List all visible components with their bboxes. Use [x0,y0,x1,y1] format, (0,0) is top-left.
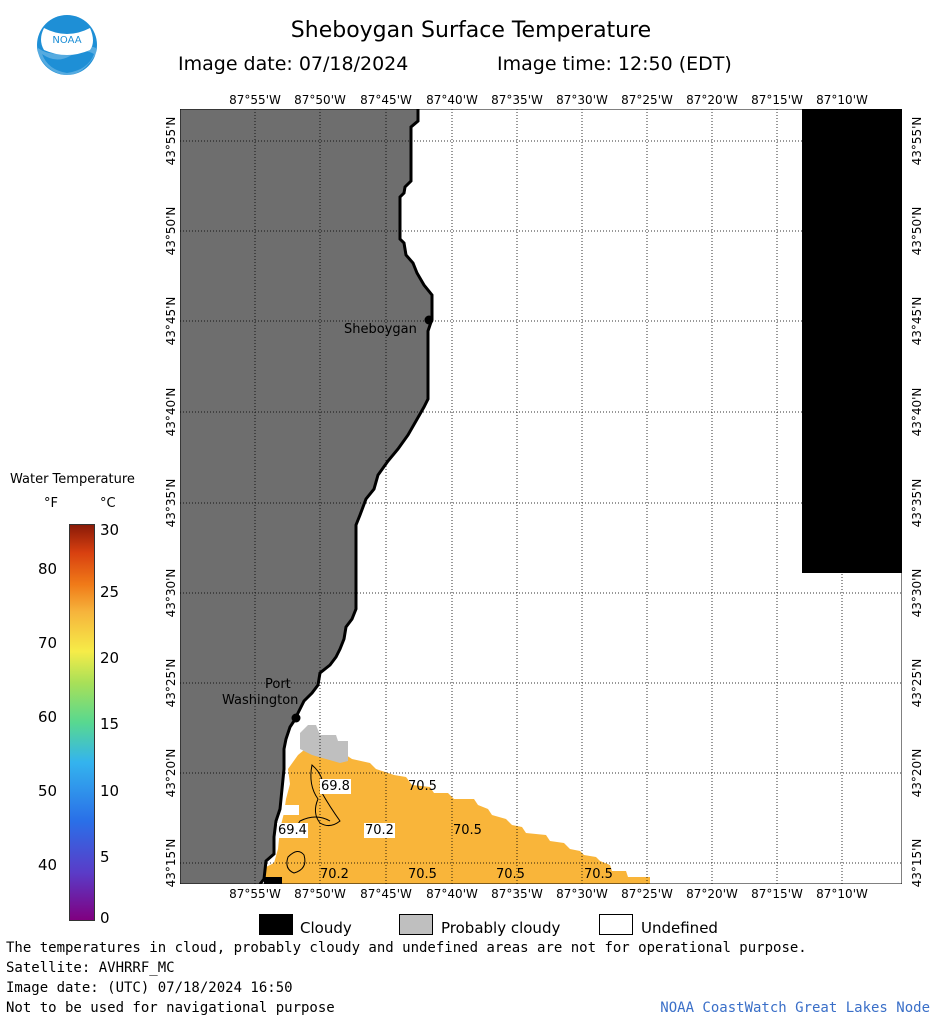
lat-label-right: 43°55'N [910,116,924,166]
tick-f: 60 [38,708,58,726]
cloudy-legend-label: Cloudy [300,919,352,937]
land-area [180,109,432,884]
lon-label-top: 87°25'W [621,93,673,107]
lon-label-top: 87°30'W [556,93,608,107]
lon-label-top: 87°50'W [294,93,346,107]
lon-label-bottom: 87°25'W [621,887,673,901]
temperature-map [180,109,902,884]
tick-c: 0 [100,909,110,927]
cloudy-swatch [259,914,293,935]
lon-label-bottom: 87°15'W [751,887,803,901]
lat-label-right: 43°25'N [910,658,924,708]
lat-label-right: 43°20'N [910,748,924,798]
navigation-warning: Not to be used for navigational purpose [6,1000,335,1016]
credit-text: NOAA CoastWatch Great Lakes Node [660,1000,930,1016]
lat-label-right: 43°40'N [910,387,924,437]
utc-date-text: Image date: (UTC) 07/18/2024 16:50 [6,980,293,996]
lon-label-top: 87°40'W [426,93,478,107]
temp-label: 70.5 [496,867,525,882]
tick-c: 30 [100,521,120,539]
lon-label-top: 87°20'W [686,93,738,107]
lon-label-bottom: 87°10'W [816,887,868,901]
lon-label-bottom: 87°45'W [360,887,412,901]
lon-label-bottom: 87°40'W [426,887,478,901]
temp-label: 69.8 [320,779,351,794]
port-washington-marker [291,713,301,723]
probably-cloudy-swatch [399,914,433,935]
tick-f: 80 [38,560,58,578]
lat-label-right: 43°30'N [910,568,924,618]
lon-label-top: 87°35'W [491,93,543,107]
page-title: Sheboygan Surface Temperature [290,18,652,43]
temp-label: 70.5 [408,779,437,794]
temp-label: 70.5 [453,823,482,838]
svg-text:NOAA: NOAA [52,35,81,46]
lat-label-left: 43°20'N [164,748,178,798]
tick-c: 5 [100,848,110,866]
unit-c: °C [100,496,116,511]
lat-label-left: 43°40'N [164,387,178,437]
temp-label: 69.4 [277,823,308,838]
lon-label-bottom: 87°30'W [556,887,608,901]
temp-label: 70.2 [320,867,349,882]
lat-label-right: 43°15'N [910,838,924,888]
lon-label-top: 87°15'W [751,93,803,107]
lat-label-left: 43°35'N [164,478,178,528]
lon-label-top: 87°10'W [816,93,868,107]
lon-label-bottom: 87°50'W [294,887,346,901]
temp-label: 70.5 [408,867,437,882]
lat-label-left: 43°25'N [164,658,178,708]
washington-label: Washington [222,693,299,708]
temp-label: 70.5 [584,867,613,882]
lon-label-bottom: 87°35'W [491,887,543,901]
legend-title: Water Temperature [10,472,135,487]
tick-c: 20 [100,649,120,667]
tick-f: 70 [38,634,58,652]
unit-f: °F [44,496,58,511]
tick-c: 10 [100,782,120,800]
lon-label-top: 87°45'W [360,93,412,107]
undefined-legend-label: Undefined [641,919,718,937]
warm-water-area [264,745,650,884]
tick-f: 40 [38,856,58,874]
sheboygan-marker [424,315,434,325]
lon-label-bottom: 87°55'W [229,887,281,901]
map-grid [180,109,902,884]
lat-label-left: 43°50'N [164,206,178,256]
lat-label-left: 43°30'N [164,568,178,618]
lat-label-right: 43°50'N [910,206,924,256]
probably-cloudy-legend-label: Probably cloudy [441,919,561,937]
lat-label-left: 43°15'N [164,838,178,888]
tick-f: 50 [38,782,58,800]
image-date: Image date: 07/18/2024 [178,53,409,75]
lon-label-bottom: 87°20'W [686,887,738,901]
undefined-swatch [599,914,633,935]
lat-label-right: 43°45'N [910,296,924,346]
image-time: Image time: 12:50 (EDT) [497,53,732,75]
lat-label-left: 43°55'N [164,116,178,166]
satellite-text: Satellite: AVHRRF_MC [6,960,175,976]
disclaimer-text: The temperatures in cloud, probably clou… [6,940,807,956]
tick-c: 15 [100,715,120,733]
tick-c: 25 [100,583,120,601]
temp-label: 70.2 [364,823,395,838]
cloudy-area [802,109,902,573]
lat-label-left: 43°45'N [164,296,178,346]
lat-label-right: 43°35'N [910,478,924,528]
port-label: Port [265,677,291,692]
probably-cloudy-area [300,725,348,763]
noaa-logo: NOAA [37,15,97,76]
color-bar [69,524,95,921]
sheboygan-label: Sheboygan [344,322,417,337]
lon-label-top: 87°55'W [229,93,281,107]
